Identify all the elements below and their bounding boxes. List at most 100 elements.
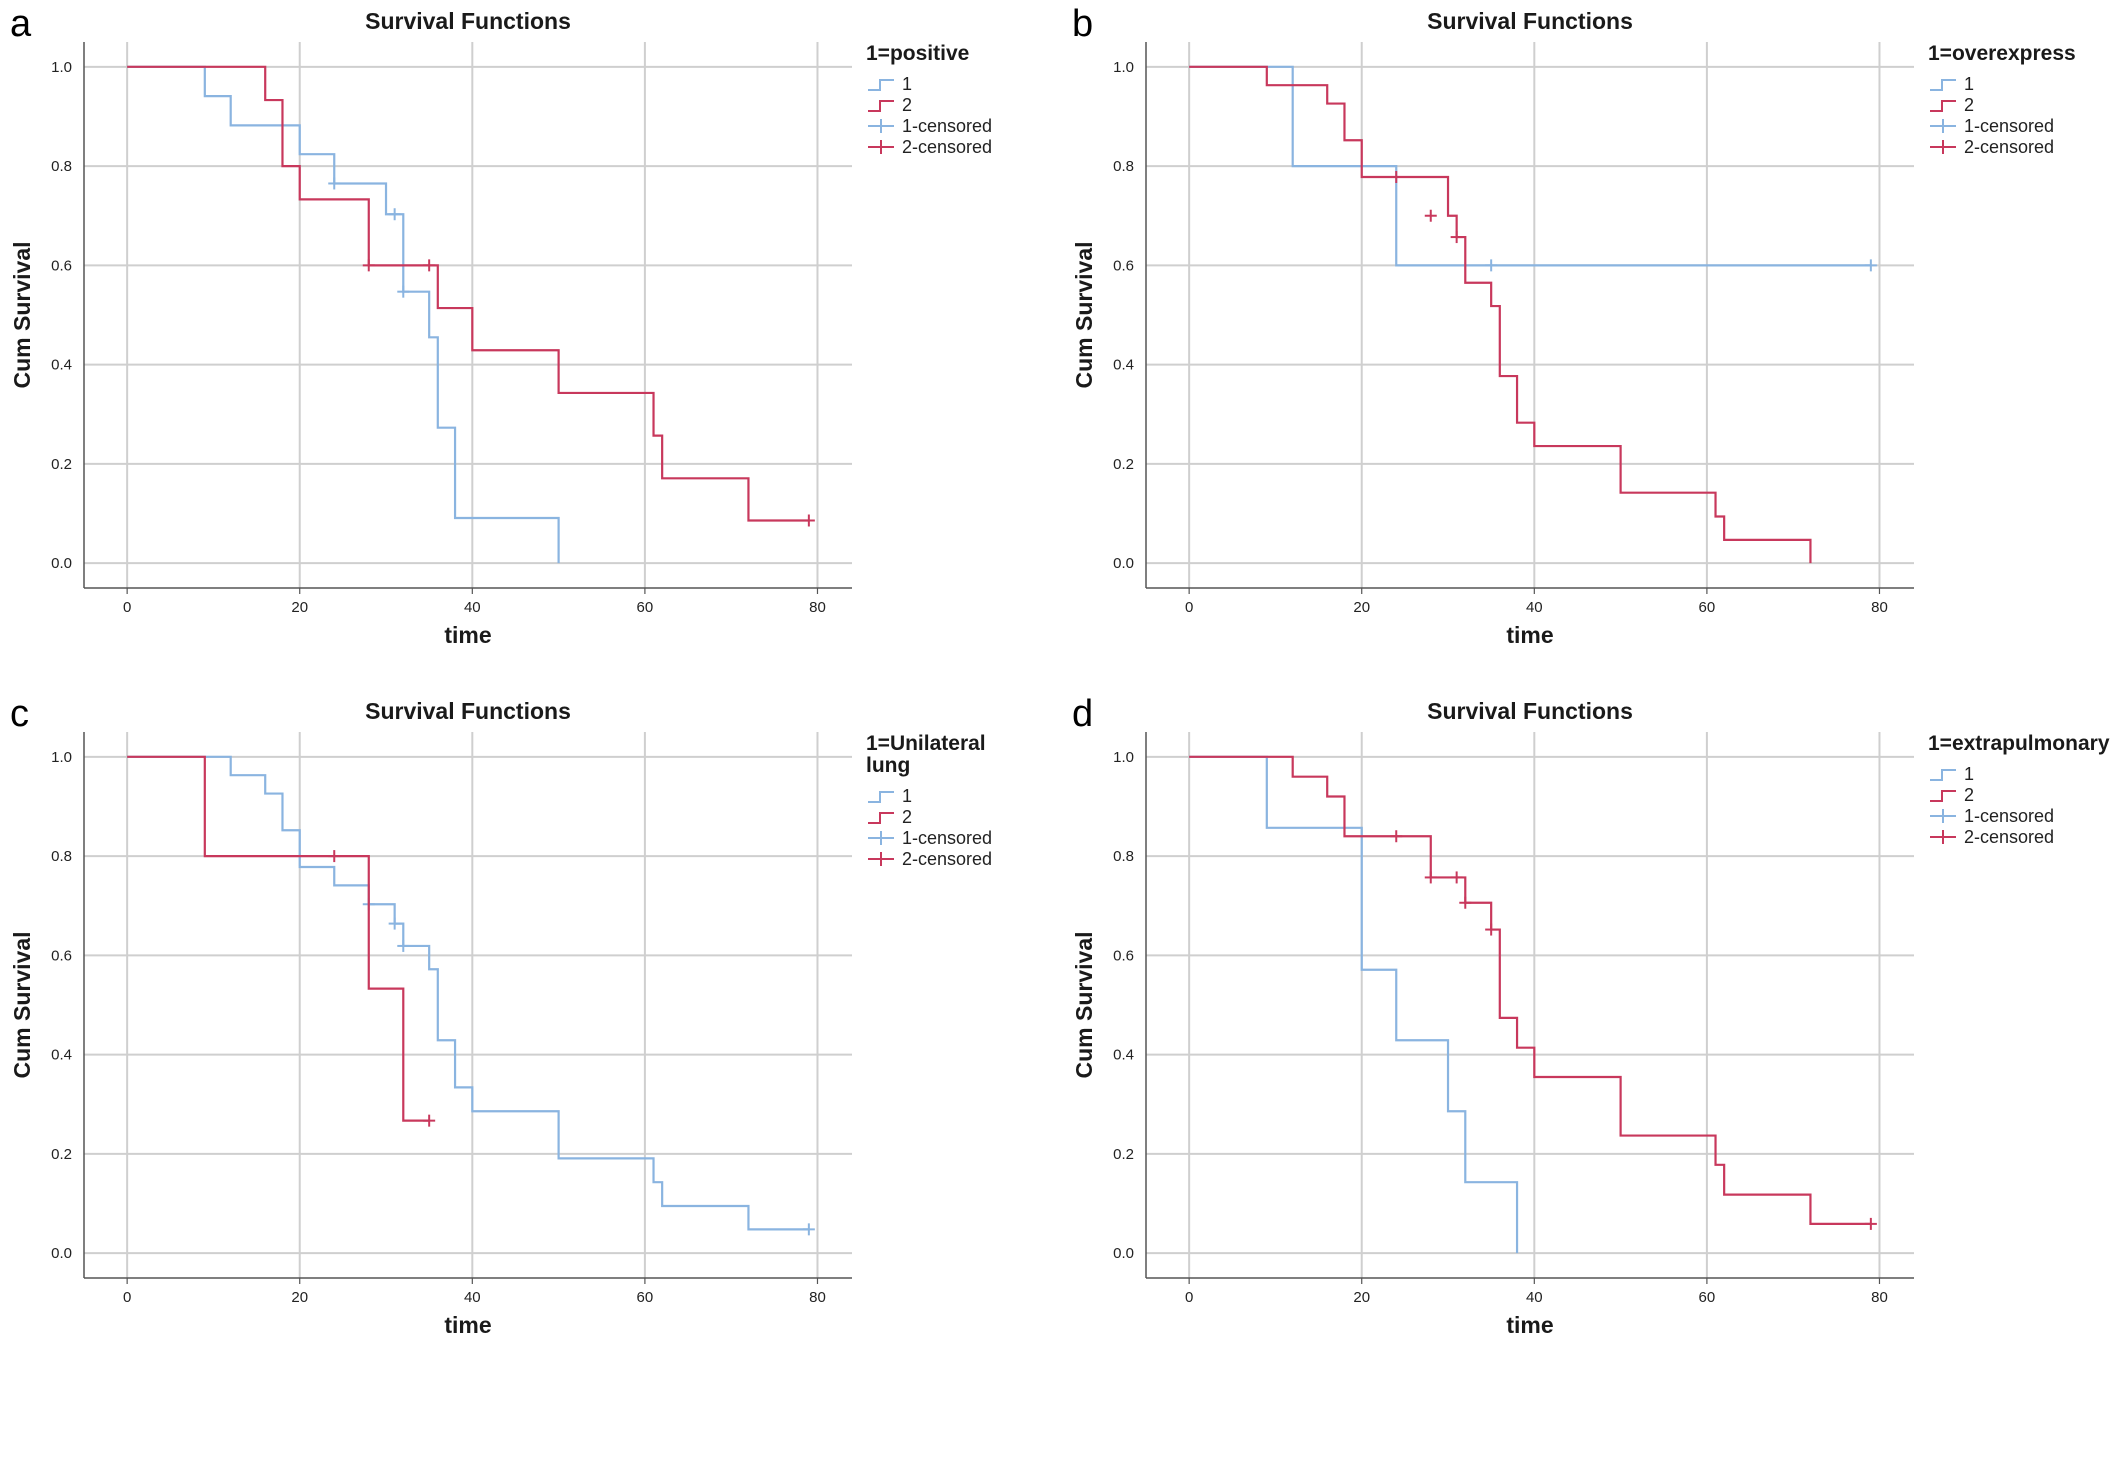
legend-entry: 2-censored [902,137,992,157]
legend-title: lung [866,754,910,777]
legend-entry: 2-censored [902,849,992,869]
legend-swatch [1930,100,1956,112]
x-tick-label: 60 [1699,599,1716,616]
x-tick-label: 40 [1526,599,1543,616]
censor-mark [397,285,410,298]
panel-letter: b [1072,3,1093,45]
y-tick-label: 0.8 [51,848,72,865]
chart-panel-b: b Survival Functions 0 20 40 60 80 0.0 0.2 0.4 0.6… [1071,3,2076,648]
legend-title: 1=positive [866,42,969,65]
censor-mark [388,208,401,221]
y-tick-label: 0.8 [51,158,72,175]
y-tick-label: 0.6 [51,947,72,964]
x-tick-label: 60 [637,1289,654,1306]
km-step-line [1189,755,1519,1254]
legend-step-icon [1930,100,1956,112]
gridlines [1146,42,1914,588]
legend-swatch [1930,79,1956,91]
x-tick-label: 80 [1871,1289,1888,1306]
series-1 [1189,65,1877,272]
legend-swatch [1930,809,1956,823]
x-tick-label: 0 [1185,599,1193,616]
km-step-line [1189,65,1812,564]
gridlines [1146,732,1914,1278]
y-tick-label: 0.4 [51,1047,72,1064]
series-2 [127,755,436,1127]
legend-swatch [868,100,894,112]
x-axis-title: time [1506,1312,1553,1338]
legend-entry: 1-censored [902,116,992,136]
y-axis-title: Cum Survival [1071,242,1097,389]
series-2 [1189,755,1877,1230]
legend-entry: 1 [902,786,912,806]
legend-step-icon [868,812,894,824]
censor-mark [423,259,436,272]
censor-mark [423,1114,436,1127]
legend-step-icon [868,79,894,91]
km-step-line [1189,755,1871,1225]
y-tick-label: 0.8 [1113,848,1134,865]
legend-title: 1=Unilateral [866,732,986,755]
x-tick-label: 0 [123,599,131,616]
series-1 [127,755,815,1236]
legend-entry: 1-censored [902,828,992,848]
y-tick-label: 0.4 [51,357,72,374]
x-tick-label: 60 [637,599,654,616]
y-tick-label: 0.2 [1113,1146,1134,1163]
censor-mark [388,917,401,930]
y-tick-label: 0.4 [1113,1047,1134,1064]
legend-swatch [1930,140,1956,154]
y-tick-label: 0.6 [1113,257,1134,274]
legend-step-icon [1930,79,1956,91]
km-step-line [127,65,560,564]
legend-swatch [868,140,894,154]
x-tick-label: 40 [464,599,481,616]
chart-title: Survival Functions [365,8,571,34]
y-tick-label: 0.0 [1113,1245,1134,1262]
censor-mark [1864,259,1877,272]
censor-mark [1450,871,1463,884]
km-step-line [127,755,430,1122]
y-tick-label: 0.0 [51,1245,72,1262]
km-step-line [127,65,809,522]
y-tick-label: 0.0 [1113,555,1134,572]
legend-entry: 1-censored [1964,806,2054,826]
chart-panel-a: a Survival Functions 0 20 40 60 80 0.0 0.2 0.4 0.6… [9,3,992,648]
y-tick-label: 0.2 [51,1146,72,1163]
censor-mark [1485,259,1498,272]
series-1 [1189,755,1519,1254]
censor-mark [1864,1217,1877,1230]
chart-title: Survival Functions [1427,8,1633,34]
legend-entry: 2-censored [1964,137,2054,157]
legend-entry: 1 [1964,74,1974,94]
censor-mark [1459,896,1472,909]
y-axis-title: Cum Survival [9,932,35,1079]
x-tick-label: 80 [809,599,826,616]
x-tick-label: 80 [809,1289,826,1306]
panel-letter: a [10,3,32,45]
legend-title: 1=overexpress [1928,42,2076,65]
x-tick-label: 0 [123,1289,131,1306]
censor-mark [362,259,375,272]
y-tick-label: 0.2 [1113,456,1134,473]
chart-panel-d: d Survival Functions 0 20 40 60 80 0.0 0.2 0.4 0.6… [1071,693,2110,1338]
legend-entry: 2 [1964,95,1974,115]
x-tick-label: 0 [1185,1289,1193,1306]
y-tick-label: 0.2 [51,456,72,473]
x-tick-label: 20 [291,1289,308,1306]
series-2 [1189,65,1812,564]
legend-swatch [868,791,894,803]
legend-step-icon [868,100,894,112]
censor-mark [1390,171,1403,184]
y-tick-label: 0.6 [51,257,72,274]
panel-letter: c [10,693,29,735]
censor-mark [328,177,341,190]
x-tick-label: 40 [1526,1289,1543,1306]
y-axis-title: Cum Survival [1071,932,1097,1079]
x-tick-label: 80 [1871,599,1888,616]
gridlines [84,732,852,1278]
chart-panel-c: c Survival Functions 0 20 40 60 80 0.0 0.2 0.4 0.6… [9,693,992,1338]
